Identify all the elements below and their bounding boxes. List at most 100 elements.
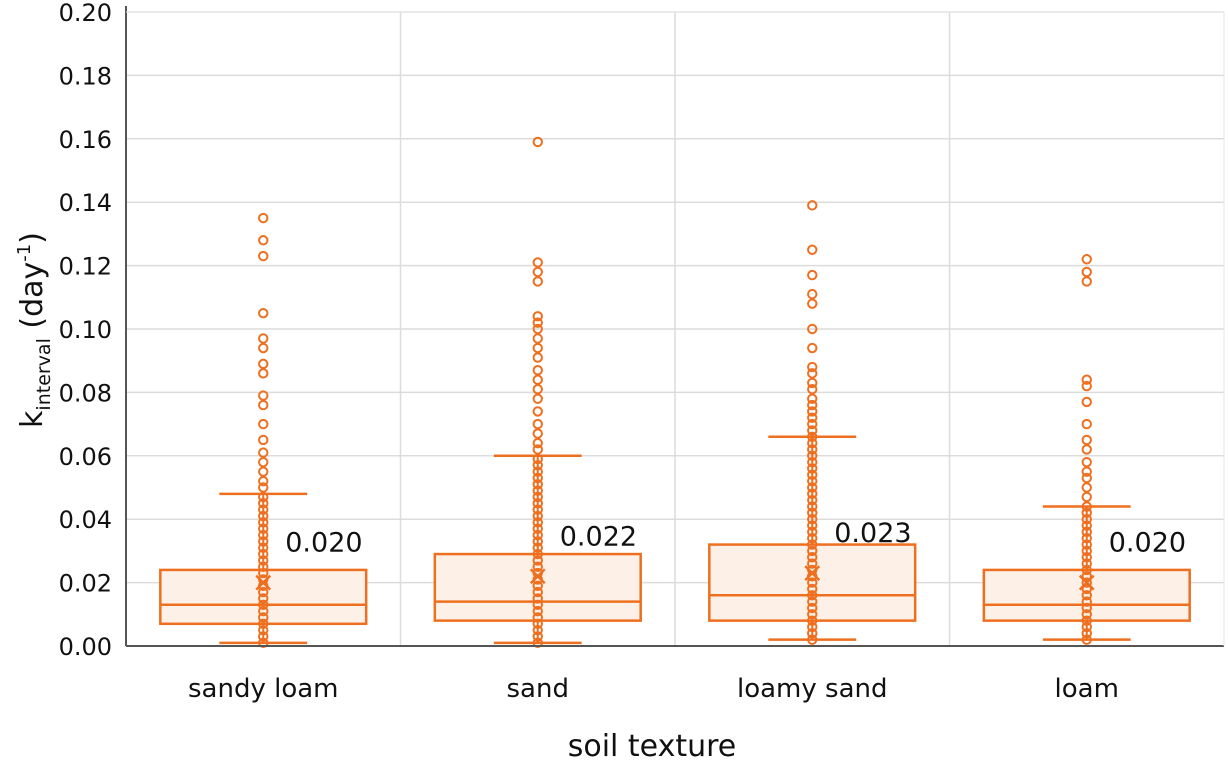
data-point: [1081, 564, 1092, 576]
data-point: [1081, 520, 1092, 531]
outlier-point: [258, 250, 269, 262]
x-category-label: sandy loam: [188, 674, 339, 704]
outlier-point: [807, 323, 818, 335]
box-sand: 0.022: [433, 136, 642, 649]
data-point: [532, 599, 543, 610]
data-point: [807, 526, 818, 538]
outlier-point: [532, 311, 543, 322]
y-tick-label: 0.16: [59, 126, 112, 154]
data-point: [1081, 545, 1092, 557]
outlier-point: [1081, 472, 1092, 484]
data-point: [1081, 539, 1092, 550]
data-point: [532, 593, 543, 604]
data-point: [532, 580, 543, 591]
data-point: [807, 539, 818, 550]
data-point: [1081, 628, 1092, 639]
data-point: [258, 517, 269, 528]
data-point: [807, 545, 818, 557]
data-point: [532, 542, 543, 553]
data-point: [807, 520, 818, 531]
y-tick-label: 0.04: [59, 506, 112, 534]
x-category-label: loamy sand: [737, 674, 888, 704]
outlier-point: [532, 428, 543, 439]
data-point: [1081, 621, 1092, 633]
data-point: [807, 596, 818, 607]
data-point: [532, 510, 543, 522]
data-point: [807, 475, 818, 487]
outlier-point: [807, 418, 818, 430]
data-point: [532, 491, 543, 503]
data-point: [258, 586, 269, 598]
data-point: [1081, 577, 1092, 588]
y-tick-label: 0.20: [59, 0, 112, 27]
data-point: [807, 621, 818, 633]
x-category-label: sand: [507, 674, 569, 704]
data-point: [532, 586, 543, 598]
data-point: [807, 615, 818, 626]
data-point: [807, 488, 818, 500]
box-loamy-sand: 0.023: [708, 200, 917, 645]
y-axis-title-unit: (day: [15, 262, 50, 338]
outlier-point: [1081, 491, 1092, 503]
outlier-point: [807, 377, 818, 389]
data-point: [258, 618, 269, 630]
data-point: [807, 444, 818, 455]
outlier-point: [258, 342, 269, 354]
outlier-point: [258, 466, 269, 477]
outlier-point: [532, 323, 543, 335]
y-tick-label: 0.06: [59, 443, 112, 471]
data-point: [807, 501, 818, 512]
mean-marker: [255, 574, 272, 591]
outlier-point: [532, 317, 543, 328]
outlier-point: [258, 368, 269, 379]
outlier-point: [532, 437, 543, 449]
data-point: [807, 602, 818, 614]
outlier-point: [807, 393, 818, 404]
data-point: [258, 561, 269, 572]
y-axis-ticks: 0.00 0.02 0.04 0.06 0.08 0.10 0.12 0.14 0.16 0.18…: [59, 0, 112, 661]
data-point: [807, 456, 818, 468]
outlier-point: [807, 368, 818, 379]
y-axis-title: kinterval (day-1): [14, 232, 55, 428]
outlier-point: [532, 342, 543, 354]
data-point: [1081, 507, 1092, 519]
outlier-point: [258, 456, 269, 468]
box-sandy-loam: 0.020: [159, 212, 368, 649]
outlier-point: [807, 361, 818, 373]
data-point: [1081, 590, 1092, 601]
outlier-point: [258, 333, 269, 344]
plot-frame: [125, 6, 1225, 647]
data-point: [532, 605, 543, 617]
y-tick-label: 0.18: [59, 62, 112, 90]
data-point: [807, 450, 818, 461]
data-point: [1081, 501, 1092, 512]
data-point: [532, 453, 543, 465]
outlier-point: [807, 298, 818, 309]
outlier-point: [1081, 482, 1092, 493]
data-point: [258, 542, 269, 553]
data-point: [1081, 526, 1092, 538]
data-point: [807, 583, 818, 595]
data-point: [532, 517, 543, 528]
data-point: [807, 609, 818, 620]
data-point: [532, 504, 543, 515]
data-point: [532, 460, 543, 471]
outlier-point: [258, 475, 269, 487]
data-point: [532, 555, 543, 566]
outlier-point: [532, 406, 543, 417]
data-point: [532, 612, 543, 623]
data-point: [532, 548, 543, 560]
outlier-point: [807, 406, 818, 417]
data-point: [258, 624, 269, 636]
data-point: [807, 634, 818, 645]
data-point: [532, 529, 543, 541]
outlier-point: [1081, 266, 1092, 278]
data-point: [532, 498, 543, 509]
outlier-point: [532, 384, 543, 395]
data-point: [807, 533, 818, 544]
y-tick-label: 0.10: [59, 316, 112, 344]
x-category-label: loam: [1055, 674, 1119, 704]
data-point: [532, 624, 543, 636]
data-point: [1081, 609, 1092, 620]
mean-value-label: 0.022: [560, 521, 637, 552]
